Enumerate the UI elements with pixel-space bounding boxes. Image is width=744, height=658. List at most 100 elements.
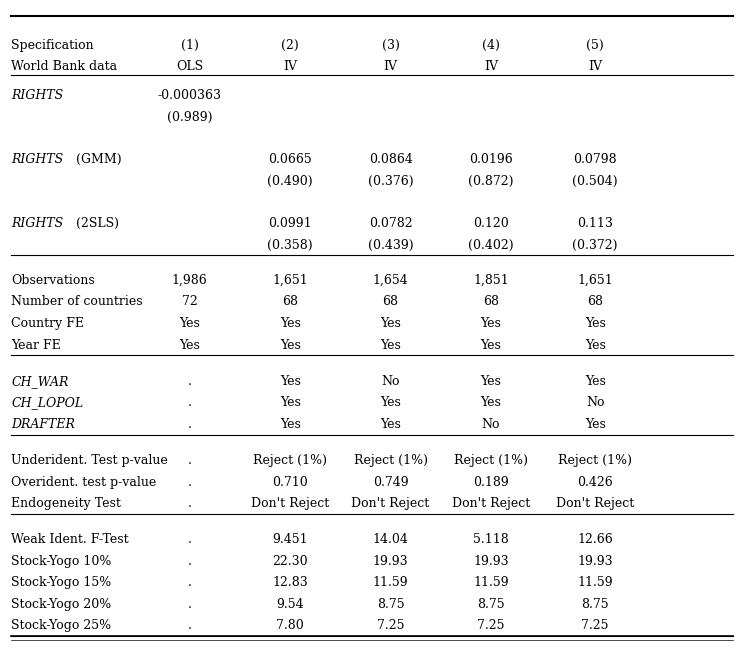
Text: Yes: Yes xyxy=(280,374,301,388)
Text: 0.710: 0.710 xyxy=(272,476,308,488)
Text: 8.75: 8.75 xyxy=(477,598,505,611)
Text: 0.426: 0.426 xyxy=(577,476,613,488)
Text: (1): (1) xyxy=(181,39,199,52)
Text: Yes: Yes xyxy=(280,396,301,409)
Text: Don't Reject: Don't Reject xyxy=(251,497,330,510)
Text: (0.872): (0.872) xyxy=(468,175,514,188)
Text: Yes: Yes xyxy=(280,418,301,431)
Text: .: . xyxy=(187,598,192,611)
Text: Stock-Yogo 20%: Stock-Yogo 20% xyxy=(11,598,112,611)
Text: 0.749: 0.749 xyxy=(373,476,408,488)
Text: 0.0665: 0.0665 xyxy=(269,153,312,166)
Text: .: . xyxy=(187,576,192,590)
Text: Reject (1%): Reject (1%) xyxy=(454,454,528,467)
Text: .: . xyxy=(187,497,192,510)
Text: Year FE: Year FE xyxy=(11,339,61,351)
Text: Yes: Yes xyxy=(380,339,401,351)
Text: CH_WAR: CH_WAR xyxy=(11,374,68,388)
Text: Yes: Yes xyxy=(481,317,501,330)
Text: Overident. test p-value: Overident. test p-value xyxy=(11,476,156,488)
Text: No: No xyxy=(382,374,400,388)
Text: (0.372): (0.372) xyxy=(572,239,618,252)
Text: Yes: Yes xyxy=(585,418,606,431)
Text: 1,654: 1,654 xyxy=(373,274,408,287)
Text: 0.0991: 0.0991 xyxy=(269,217,312,230)
Text: Specification: Specification xyxy=(11,39,94,52)
Text: Yes: Yes xyxy=(481,396,501,409)
Text: Underident. Test p-value: Underident. Test p-value xyxy=(11,454,168,467)
Text: World Bank data: World Bank data xyxy=(11,61,118,74)
Text: Weak Ident. F-Test: Weak Ident. F-Test xyxy=(11,533,129,546)
Text: RIGHTS: RIGHTS xyxy=(11,153,63,166)
Text: (0.989): (0.989) xyxy=(167,111,213,124)
Text: 0.0196: 0.0196 xyxy=(469,153,513,166)
Text: .: . xyxy=(187,476,192,488)
Text: Yes: Yes xyxy=(280,339,301,351)
Text: 8.75: 8.75 xyxy=(581,598,609,611)
Text: 0.0782: 0.0782 xyxy=(369,217,412,230)
Text: Reject (1%): Reject (1%) xyxy=(558,454,632,467)
Text: 1,651: 1,651 xyxy=(272,274,308,287)
Text: 0.120: 0.120 xyxy=(473,217,509,230)
Text: (GMM): (GMM) xyxy=(72,153,122,166)
Text: 7.25: 7.25 xyxy=(582,619,609,632)
Text: Yes: Yes xyxy=(481,339,501,351)
Text: .: . xyxy=(187,619,192,632)
Text: 14.04: 14.04 xyxy=(373,533,408,546)
Text: 68: 68 xyxy=(483,295,499,309)
Text: .: . xyxy=(187,555,192,568)
Text: Don't Reject: Don't Reject xyxy=(351,497,430,510)
Text: Number of countries: Number of countries xyxy=(11,295,143,309)
Text: 11.59: 11.59 xyxy=(373,576,408,590)
Text: IV: IV xyxy=(384,61,397,74)
Text: 0.0798: 0.0798 xyxy=(574,153,617,166)
Text: 9.451: 9.451 xyxy=(272,533,308,546)
Text: 19.93: 19.93 xyxy=(473,555,509,568)
Text: Yes: Yes xyxy=(179,339,200,351)
Text: OLS: OLS xyxy=(176,61,203,74)
Text: .: . xyxy=(187,374,192,388)
Text: (4): (4) xyxy=(482,39,500,52)
Text: RIGHTS: RIGHTS xyxy=(11,89,63,103)
Text: .: . xyxy=(187,454,192,467)
Text: 0.189: 0.189 xyxy=(473,476,509,488)
Text: (0.490): (0.490) xyxy=(267,175,313,188)
Text: No: No xyxy=(482,418,500,431)
Text: (5): (5) xyxy=(586,39,604,52)
Text: (0.376): (0.376) xyxy=(368,175,414,188)
Text: Yes: Yes xyxy=(585,374,606,388)
Text: 1,851: 1,851 xyxy=(473,274,509,287)
Text: 5.118: 5.118 xyxy=(473,533,509,546)
Text: (0.402): (0.402) xyxy=(468,239,514,252)
Text: (2): (2) xyxy=(281,39,299,52)
Text: No: No xyxy=(586,396,604,409)
Text: Yes: Yes xyxy=(280,317,301,330)
Text: 9.54: 9.54 xyxy=(276,598,304,611)
Text: (0.358): (0.358) xyxy=(267,239,313,252)
Text: Yes: Yes xyxy=(380,317,401,330)
Text: Yes: Yes xyxy=(380,396,401,409)
Text: Yes: Yes xyxy=(481,374,501,388)
Text: 7.25: 7.25 xyxy=(377,619,404,632)
Text: Country FE: Country FE xyxy=(11,317,84,330)
Text: (2SLS): (2SLS) xyxy=(72,217,119,230)
Text: Reject (1%): Reject (1%) xyxy=(353,454,428,467)
Text: .: . xyxy=(187,418,192,431)
Text: CH_LOPOL: CH_LOPOL xyxy=(11,396,83,409)
Text: IV: IV xyxy=(484,61,498,74)
Text: IV: IV xyxy=(283,61,297,74)
Text: Reject (1%): Reject (1%) xyxy=(253,454,327,467)
Text: Stock-Yogo 10%: Stock-Yogo 10% xyxy=(11,555,112,568)
Text: 1,986: 1,986 xyxy=(172,274,208,287)
Text: 19.93: 19.93 xyxy=(577,555,613,568)
Text: 0.113: 0.113 xyxy=(577,217,613,230)
Text: 72: 72 xyxy=(182,295,198,309)
Text: 12.66: 12.66 xyxy=(577,533,613,546)
Text: -0.000363: -0.000363 xyxy=(158,89,222,103)
Text: 1,651: 1,651 xyxy=(577,274,613,287)
Text: Stock-Yogo 25%: Stock-Yogo 25% xyxy=(11,619,112,632)
Text: Stock-Yogo 15%: Stock-Yogo 15% xyxy=(11,576,112,590)
Text: Don't Reject: Don't Reject xyxy=(556,497,635,510)
Text: 7.25: 7.25 xyxy=(478,619,504,632)
Text: 19.93: 19.93 xyxy=(373,555,408,568)
